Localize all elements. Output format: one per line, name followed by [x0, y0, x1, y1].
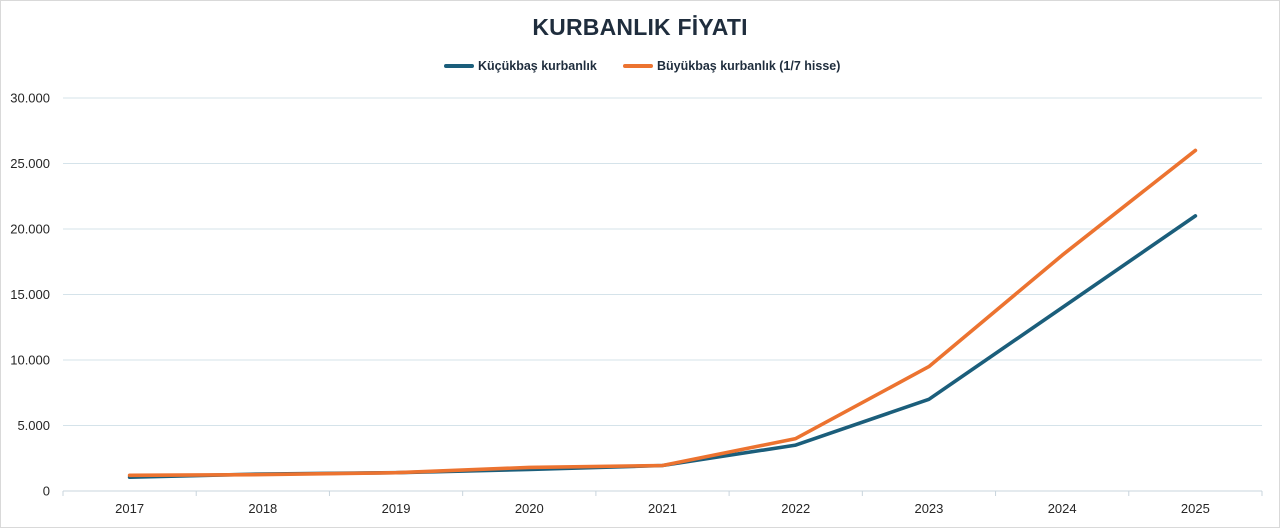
y-tick-label-1: 5.000 [17, 418, 50, 433]
x-tick-label-2017: 2017 [115, 501, 144, 516]
y-tick-label-2: 10.000 [10, 353, 50, 368]
series-line-kucukbas [127, 214, 1198, 480]
x-tick-label-2019: 2019 [382, 501, 411, 516]
legend-item-kucukbas: Küçükbaş kurbanlık [444, 59, 597, 73]
legend-swatch-kucukbas [444, 64, 474, 68]
y-tick-label-4: 20.000 [10, 222, 50, 237]
y-tick-label-5: 25.000 [10, 156, 50, 171]
legend-item-buyukbas: Büyükbaş kurbanlık (1/7 hisse) [623, 59, 840, 73]
chart-legend: Küçükbaş kurbanlık Büyükbaş kurbanlık (1… [0, 59, 1280, 79]
x-tick-label-2024: 2024 [1048, 501, 1077, 516]
chart-title: KURBANLIK FİYATI [532, 14, 748, 40]
x-tick-label-2025: 2025 [1181, 501, 1210, 516]
y-tick-label-6: 30.000 [10, 91, 50, 106]
series-line-buyukbas [127, 148, 1198, 478]
legend-label-kucukbas: Küçükbaş kurbanlık [478, 59, 597, 73]
x-tick-label-2021: 2021 [648, 501, 677, 516]
x-tick-label-2018: 2018 [248, 501, 277, 516]
legend-label-buyukbas: Büyükbaş kurbanlık (1/7 hisse) [657, 59, 841, 73]
legend-swatch-buyukbas [623, 64, 653, 68]
y-tick-label-3: 15.000 [10, 287, 50, 302]
x-tick-label-2023: 2023 [914, 501, 943, 516]
x-tick-label-2022: 2022 [781, 501, 810, 516]
x-tick-label-2020: 2020 [515, 501, 544, 516]
y-tick-label-0: 0 [43, 484, 50, 499]
